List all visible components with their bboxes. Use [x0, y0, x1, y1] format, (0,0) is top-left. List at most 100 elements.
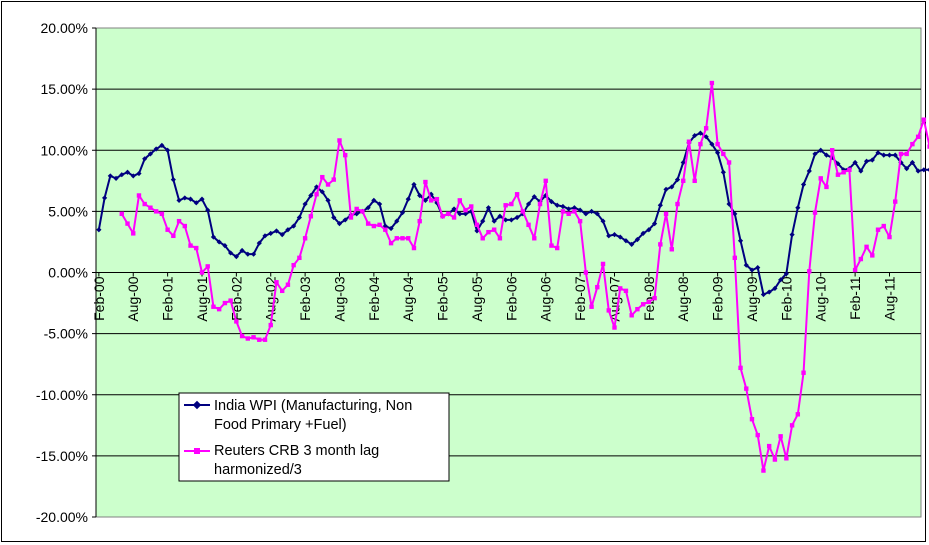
data-point [96, 227, 102, 233]
data-point [400, 236, 405, 241]
data-point [376, 201, 383, 207]
data-point [394, 236, 399, 241]
data-point [354, 211, 360, 217]
data-point [291, 223, 297, 229]
data-point [285, 227, 291, 233]
data-point [199, 270, 205, 275]
data-point [503, 217, 509, 223]
data-point [720, 169, 726, 175]
data-point [726, 201, 732, 207]
x-axis: Feb-00 Aug-00 Feb-01 Aug-01 Feb-02 Aug-02 Feb-… [91, 272, 921, 322]
x-tick-label: Feb-05 [435, 276, 451, 321]
data-point [721, 151, 726, 157]
data-point [612, 325, 617, 330]
data-point [245, 251, 251, 257]
data-point [130, 173, 136, 179]
series-reuters-crb [119, 80, 929, 473]
data-point [480, 236, 485, 241]
data-point [783, 271, 789, 277]
data-point [302, 236, 308, 241]
data-point [262, 337, 268, 342]
legend-crb-label-line1: Reuters CRB 3 month lag [214, 443, 379, 459]
data-point [926, 167, 929, 172]
data-point [887, 234, 892, 240]
data-point [909, 159, 916, 166]
data-point [320, 174, 325, 180]
data-point [101, 195, 108, 201]
data-point [583, 270, 589, 275]
data-point [634, 236, 641, 243]
data-point [881, 223, 886, 229]
x-tick-label: Aug-10 [813, 276, 829, 321]
data-point [863, 158, 870, 164]
data-point [594, 211, 600, 217]
data-point [623, 238, 629, 244]
legend-wpi-label-line1: India WPI (Manufacturing, Non [214, 398, 412, 414]
data-point [474, 222, 480, 228]
y-tick-label: -5.00% [44, 326, 88, 342]
data-point [509, 201, 514, 207]
data-point [543, 192, 549, 199]
y-tick-label: 20.00% [41, 20, 88, 36]
data-point [715, 150, 721, 156]
data-point [789, 232, 795, 238]
data-point [434, 196, 440, 202]
data-point [159, 211, 165, 217]
data-point [566, 211, 571, 217]
data-point [829, 148, 835, 153]
data-point [446, 211, 451, 217]
data-point [835, 172, 841, 177]
x-tick-label: Aug-05 [469, 276, 485, 321]
data-point [715, 141, 720, 147]
data-point [806, 168, 812, 174]
data-point [210, 234, 217, 240]
data-point [194, 245, 199, 251]
data-point [910, 141, 915, 147]
data-point [629, 313, 634, 318]
data-point [789, 423, 795, 428]
data-point [875, 150, 881, 156]
data-point [663, 186, 669, 192]
data-point [171, 233, 176, 239]
x-tick-label: Aug-09 [744, 276, 760, 321]
data-point [308, 214, 314, 219]
data-point [251, 335, 256, 340]
data-point [703, 134, 709, 140]
data-point [772, 457, 778, 462]
data-point [572, 209, 577, 214]
data-point [336, 221, 343, 227]
data-point [365, 221, 371, 226]
data-point [508, 217, 514, 223]
x-tick-label: Aug-11 [881, 276, 897, 320]
data-point [485, 205, 492, 211]
x-tick-label: Feb-00 [91, 276, 107, 321]
x-tick-label: Aug-00 [125, 276, 141, 321]
data-point [675, 201, 680, 207]
x-tick-label: Feb-03 [297, 276, 313, 321]
data-point [451, 215, 457, 220]
data-point [514, 192, 520, 197]
data-point [772, 285, 778, 291]
data-point [847, 167, 852, 173]
data-point [658, 242, 663, 247]
data-point [755, 265, 761, 271]
data-point [405, 196, 411, 202]
data-point [778, 434, 783, 439]
data-point [743, 262, 749, 268]
data-point [314, 192, 319, 197]
data-point [893, 199, 898, 204]
data-point [875, 227, 881, 232]
x-tick-label: Aug-01 [194, 276, 210, 321]
data-point [623, 288, 629, 294]
x-tick-label: Feb-09 [710, 276, 726, 321]
legend: India WPI (Manufacturing, Non Food Prima… [178, 392, 450, 482]
y-tick-label: 5.00% [48, 203, 88, 219]
data-point [692, 178, 697, 184]
data-point [148, 205, 153, 210]
data-point [560, 203, 566, 210]
x-tick-label: Aug-03 [331, 276, 347, 321]
data-point [652, 295, 657, 301]
data-point [348, 215, 354, 220]
data-point [222, 243, 228, 249]
